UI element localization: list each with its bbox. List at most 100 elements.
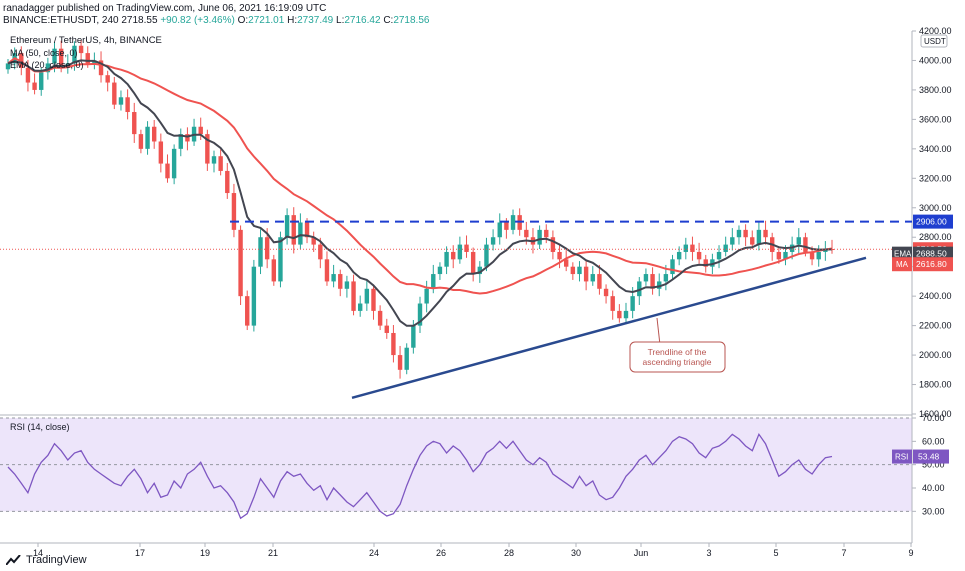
candle-body: [730, 237, 735, 245]
candle-body: [151, 126, 157, 142]
candle-body: [696, 251, 702, 260]
annotation-box: [629, 341, 726, 373]
rsi-value: 53.48: [918, 452, 940, 462]
publish-info: ranadagger published on TradingView.com,…: [3, 3, 327, 14]
time-tick-label: 3: [706, 548, 711, 558]
rsi-legend: RSI (14, close): [10, 422, 70, 432]
candle-body: [464, 244, 469, 252]
candle-body: [490, 237, 496, 245]
time-tick-label: 17: [135, 548, 145, 558]
candle-body: [132, 112, 137, 135]
ema-value-badge: [913, 246, 953, 261]
rsi-name-badge: [892, 449, 912, 464]
candle-body: [25, 67, 31, 83]
ema-legend: EMA (20, close, 0): [10, 60, 84, 70]
candle-body: [58, 48, 64, 68]
ema-value: 2688.50: [916, 249, 947, 259]
candle-body: [417, 303, 423, 326]
ema-name-badge: [892, 246, 912, 261]
candle-body: [603, 288, 609, 297]
candle-body: [225, 170, 230, 194]
ema-line: [7, 59, 833, 327]
candle-body: [537, 229, 542, 245]
time-tick-label: 7: [841, 548, 846, 558]
time-tick-label: 19: [200, 548, 210, 558]
tradingview-logo-icon: [5, 554, 22, 566]
candle-body: [451, 251, 456, 260]
candle-body: [258, 237, 263, 267]
candle-body: [497, 222, 502, 238]
candle-body: [5, 63, 11, 70]
candle-body: [85, 53, 90, 64]
time-tick-label: 9: [908, 548, 913, 558]
rsi-tick-label: 30.00: [922, 506, 945, 516]
candle-body: [245, 296, 250, 326]
change: +90.82 (+3.46%): [160, 15, 235, 26]
candle-body: [118, 97, 124, 105]
candle-body: [650, 274, 655, 289]
candle-body: [809, 251, 815, 260]
candle-body: [484, 244, 489, 267]
candle-body: [657, 281, 662, 289]
candle-body: [218, 156, 223, 171]
candle-body: [504, 222, 509, 230]
price-tick-label: 4200.00: [919, 26, 952, 36]
candle-body: [338, 274, 343, 289]
candle-body: [776, 251, 782, 260]
price-tick-label: 2200.00: [919, 321, 952, 331]
candle-body: [318, 244, 323, 260]
candle-body: [550, 237, 556, 252]
candle-body: [238, 229, 243, 297]
candle-body: [271, 259, 277, 282]
candle-body: [344, 281, 350, 289]
candle-body: [32, 82, 37, 90]
price-tick-label: 2400.00: [919, 291, 952, 301]
candle-body: [583, 266, 589, 282]
candle-body: [178, 134, 183, 149]
candle-body: [105, 75, 110, 83]
price-tick-label: 1800.00: [919, 380, 952, 390]
ohlc-close: C:2718.56: [383, 15, 430, 26]
candle-body: [331, 274, 336, 282]
candle-body: [357, 303, 363, 311]
candle-body: [816, 251, 821, 260]
candle-body: [643, 274, 649, 282]
price-tick-label: 3400.00: [919, 144, 952, 154]
last-price: 2718.55: [121, 15, 158, 26]
candle-body: [630, 296, 635, 311]
rsi-name: RSI: [895, 453, 908, 462]
candle-body: [364, 288, 370, 304]
candle-body: [437, 266, 443, 275]
candle-body: [610, 296, 615, 311]
candle-body: [284, 215, 290, 238]
candle-body: [171, 148, 177, 179]
candle-body: [597, 274, 602, 289]
candle-body: [670, 259, 675, 275]
rsi-value-badge: [913, 449, 949, 464]
candle-body: [158, 141, 164, 164]
ma-line: [7, 57, 833, 295]
currency-badge: [920, 34, 948, 48]
candles: [5, 40, 835, 379]
price-tick-label: 2800.00: [919, 232, 952, 242]
rsi-line: [7, 432, 833, 520]
candle-body: [351, 281, 356, 311]
candle-body: [45, 63, 51, 73]
candle-body: [690, 244, 695, 252]
candle-body: [52, 48, 57, 64]
candle-body: [783, 251, 788, 260]
candle-body: [457, 244, 463, 260]
candle-body: [324, 259, 330, 282]
candle-body: [371, 288, 376, 311]
candle-body: [125, 97, 130, 113]
candle-body: [577, 266, 582, 275]
price-tick-label: 3200.00: [919, 173, 952, 183]
candle-body: [510, 215, 516, 230]
candle-body: [165, 163, 170, 179]
candle-body: [750, 237, 755, 245]
candle-body: [112, 82, 117, 105]
candle-body: [710, 259, 715, 267]
time-tick-label: 5: [773, 548, 778, 558]
rsi-tick-label: 40.00: [922, 483, 945, 493]
